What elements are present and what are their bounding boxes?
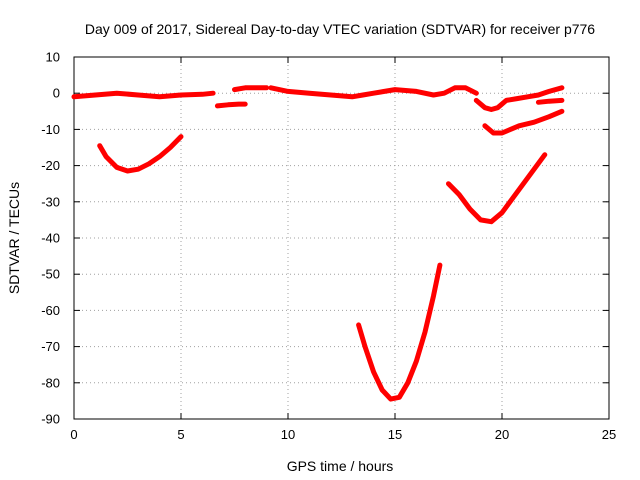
series-segment-4: [268, 85, 479, 100]
y-tick-label: -90: [41, 412, 60, 427]
x-axis-label: GPS time / hours: [287, 458, 394, 474]
series-segment-7: [482, 108, 565, 136]
y-axis-label: SDTVAR / TECUs: [6, 182, 22, 294]
series-segment-9: [446, 152, 548, 225]
chart-title: Day 009 of 2017, Sidereal Day-to-day VTE…: [85, 21, 595, 37]
y-tick-label: 10: [46, 50, 60, 65]
x-tick-label: 10: [281, 427, 295, 442]
x-tick-label: 15: [388, 427, 402, 442]
series-segment-2: [214, 101, 248, 109]
grid: [74, 57, 609, 419]
y-tick-label: 0: [53, 86, 60, 101]
x-tick-label: 5: [177, 427, 184, 442]
y-tick-label: -60: [41, 303, 60, 318]
x-tick-label: 0: [70, 427, 77, 442]
axis-ticks: [73, 56, 610, 420]
y-tick-label: -50: [41, 267, 60, 282]
series-segment-10: [356, 262, 443, 402]
series-segment-3: [232, 85, 270, 93]
x-tick-label: 25: [602, 427, 616, 442]
x-tick-labels: 0 5 10 15 20 25: [70, 427, 616, 442]
y-tick-label: -30: [41, 194, 60, 209]
x-tick-label: 20: [495, 427, 509, 442]
series-segment-6: [535, 97, 565, 105]
y-tick-label: -10: [41, 122, 60, 137]
y-tick-label: -70: [41, 339, 60, 354]
series-segment-5: [473, 85, 565, 112]
series-segment-1: [71, 90, 216, 100]
y-tick-label: -80: [41, 375, 60, 390]
y-tick-labels: 10 0 -10 -20 -30 -40 -50 -60 -70 -80 -90: [41, 50, 60, 427]
y-tick-label: -40: [41, 231, 60, 246]
series-layer: [71, 85, 565, 402]
y-tick-label: -20: [41, 158, 60, 173]
series-segment-8: [97, 134, 184, 174]
